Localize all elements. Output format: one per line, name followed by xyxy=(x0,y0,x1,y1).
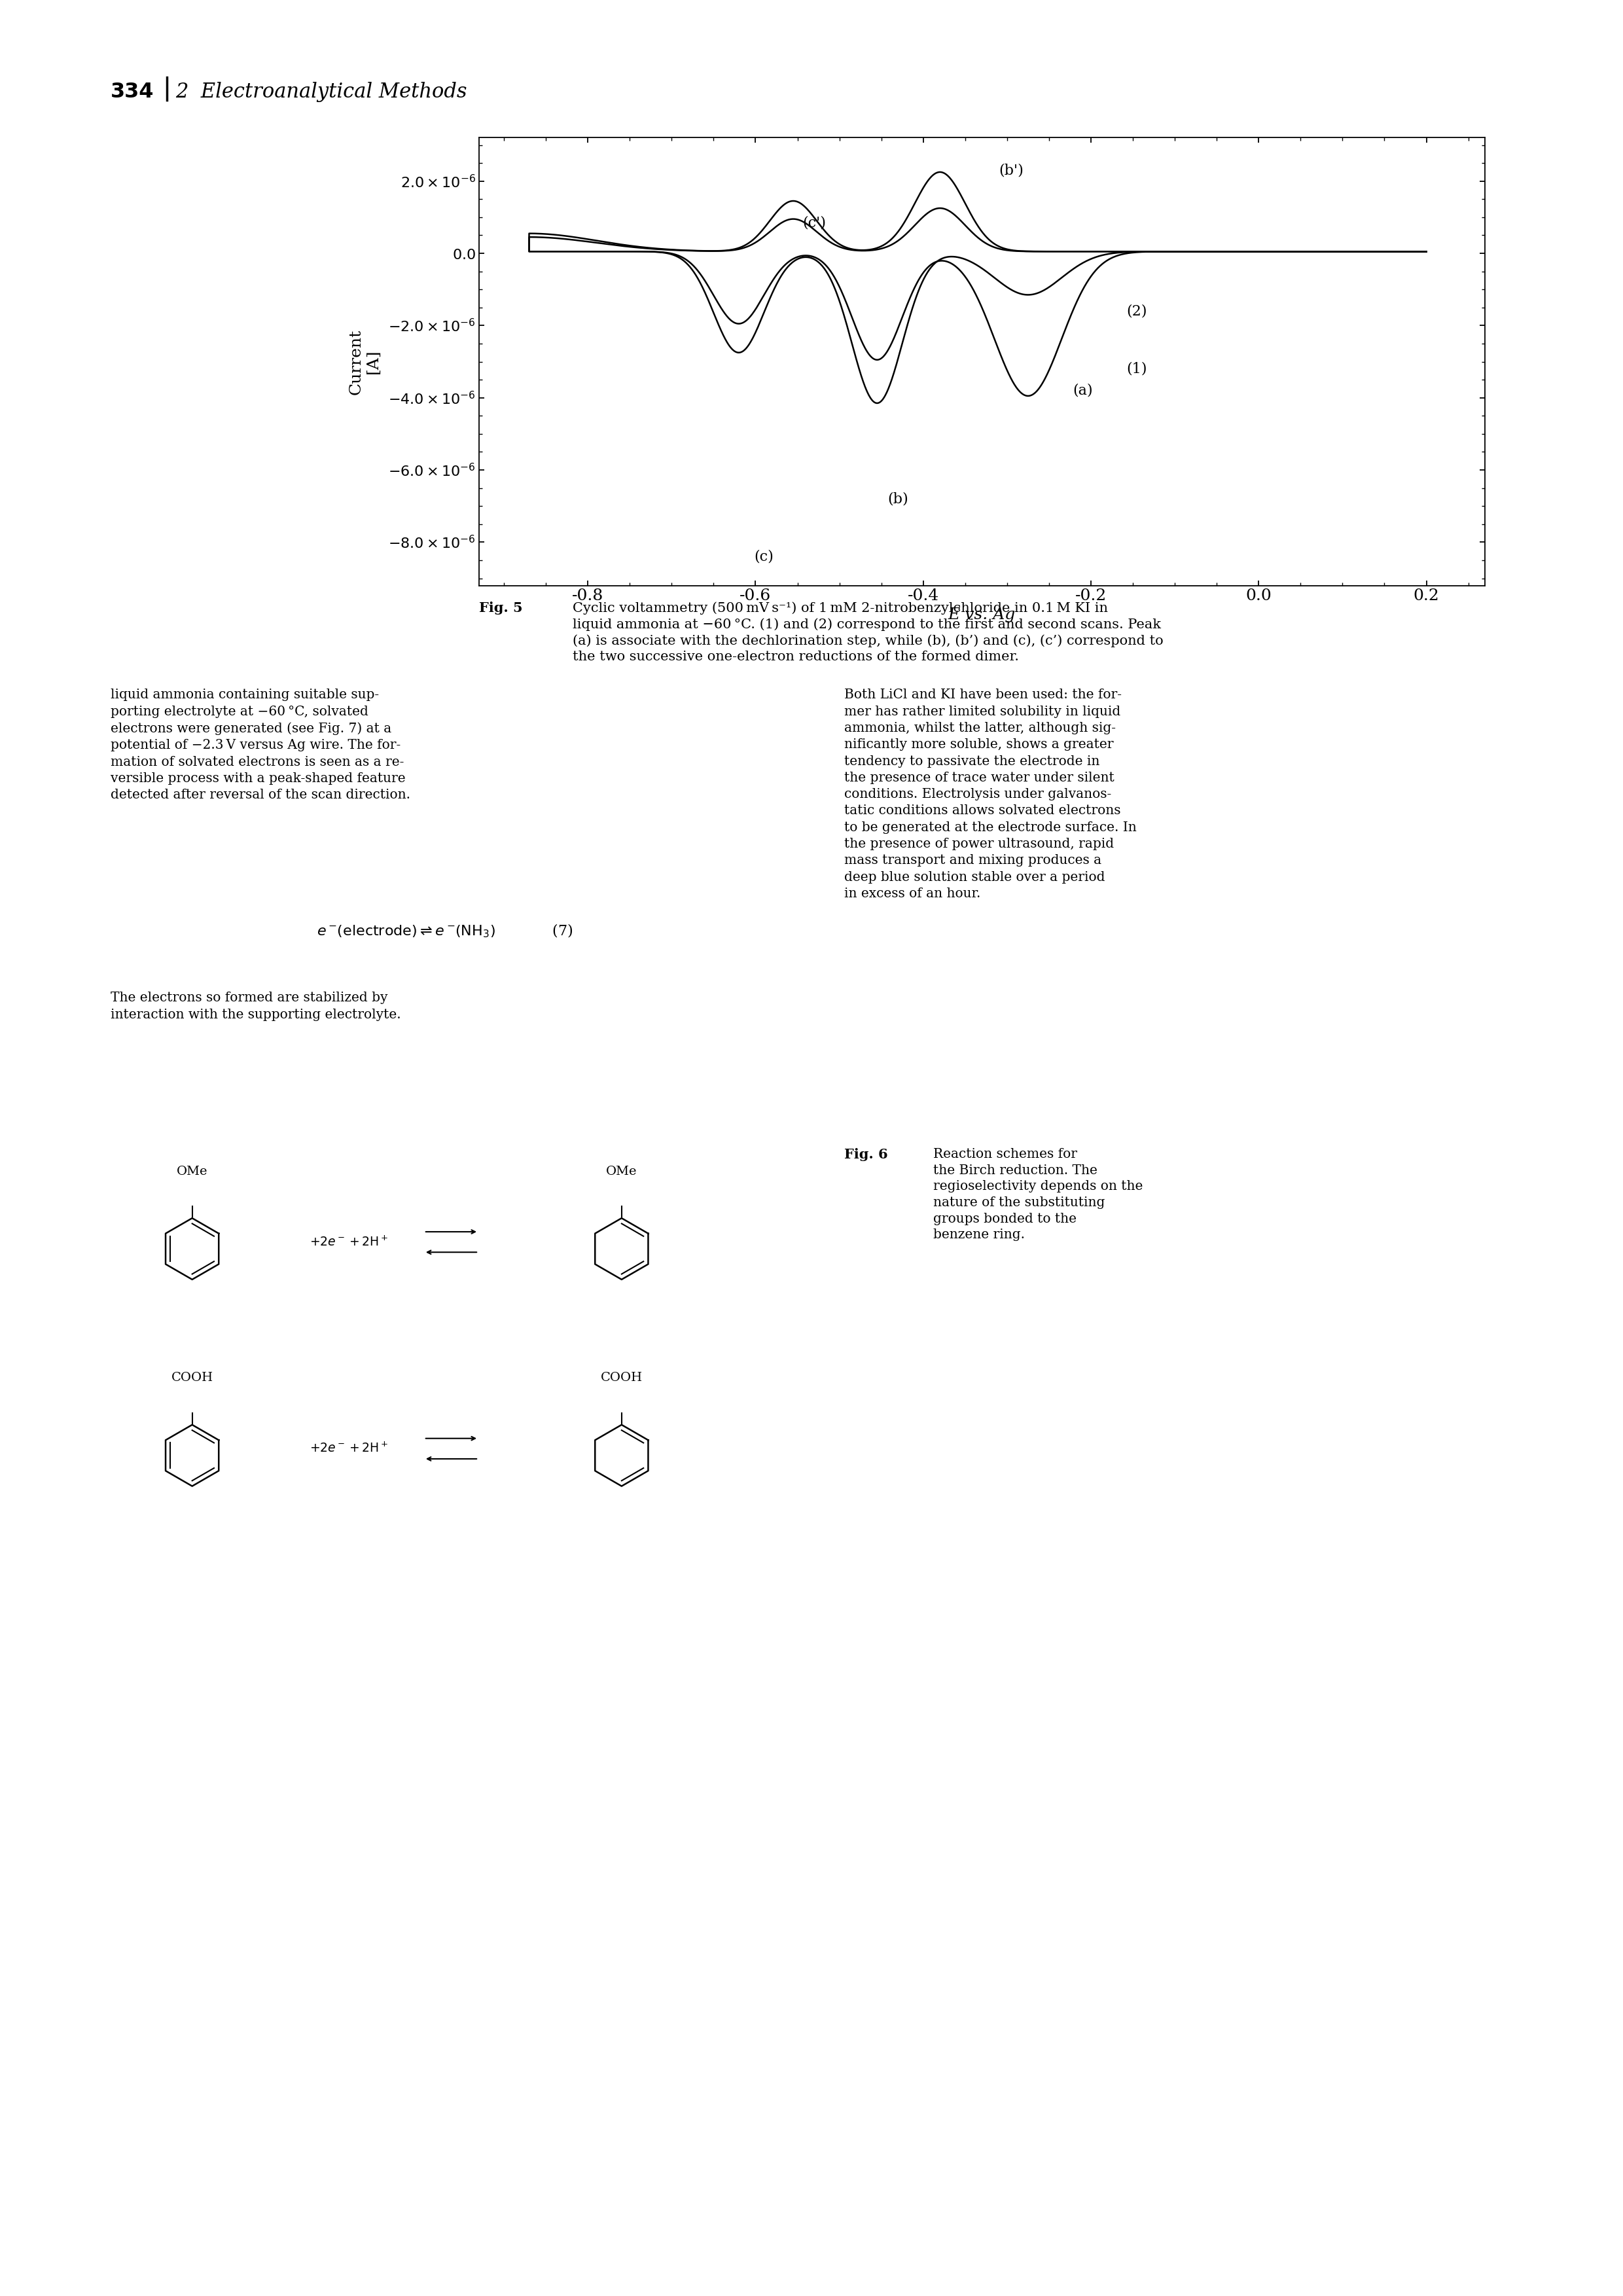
Text: (b'): (b') xyxy=(998,163,1024,177)
Text: OMe: OMe xyxy=(605,1166,638,1178)
Text: (c'): (c') xyxy=(802,216,826,230)
Text: Fig. 6: Fig. 6 xyxy=(844,1148,888,1162)
Text: COOH: COOH xyxy=(170,1373,213,1384)
Text: Cyclic voltammetry (500 mV s⁻¹) of 1 mM 2-nitrobenzylchloride in 0.1 M KI in
liq: Cyclic voltammetry (500 mV s⁻¹) of 1 mM … xyxy=(573,602,1164,664)
Text: (a): (a) xyxy=(1073,383,1092,397)
Text: $+2e^- + 2\mathrm{H}^+$: $+2e^- + 2\mathrm{H}^+$ xyxy=(310,1235,388,1249)
Y-axis label: Current
[A]: Current [A] xyxy=(349,328,381,395)
Text: OMe: OMe xyxy=(177,1166,208,1178)
Text: liquid ammonia containing suitable sup-
porting electrolyte at −60 °C, solvated
: liquid ammonia containing suitable sup- … xyxy=(110,689,411,801)
Text: (1): (1) xyxy=(1126,363,1147,377)
Text: 334: 334 xyxy=(110,80,154,101)
Text: Reaction schemes for
the Birch reduction. The
regioselectivity depends on the
na: Reaction schemes for the Birch reduction… xyxy=(933,1148,1143,1242)
Text: 2  Electroanalytical Methods: 2 Electroanalytical Methods xyxy=(175,80,467,101)
Text: (c): (c) xyxy=(755,549,774,565)
Text: $+2e^- + 2\mathrm{H}^+$: $+2e^- + 2\mathrm{H}^+$ xyxy=(310,1442,388,1456)
Text: COOH: COOH xyxy=(601,1373,643,1384)
Text: $e^-\!\mathrm{(electrode)}\rightleftharpoons e^-\!\mathrm{(NH_3)}$$\quad\quad\qu: $e^-\!\mathrm{(electrode)}\rightleftharp… xyxy=(316,923,573,939)
Text: The electrons so formed are stabilized by
interaction with the supporting electr: The electrons so formed are stabilized b… xyxy=(110,992,401,1022)
Text: Fig. 5: Fig. 5 xyxy=(479,602,523,615)
X-axis label: E vs. Ag: E vs. Ag xyxy=(948,608,1016,622)
Text: Both LiCl and KI have been used: the for-
mer has rather limited solubility in l: Both LiCl and KI have been used: the for… xyxy=(844,689,1136,900)
Text: (2): (2) xyxy=(1126,303,1147,319)
Text: (b): (b) xyxy=(888,491,909,505)
